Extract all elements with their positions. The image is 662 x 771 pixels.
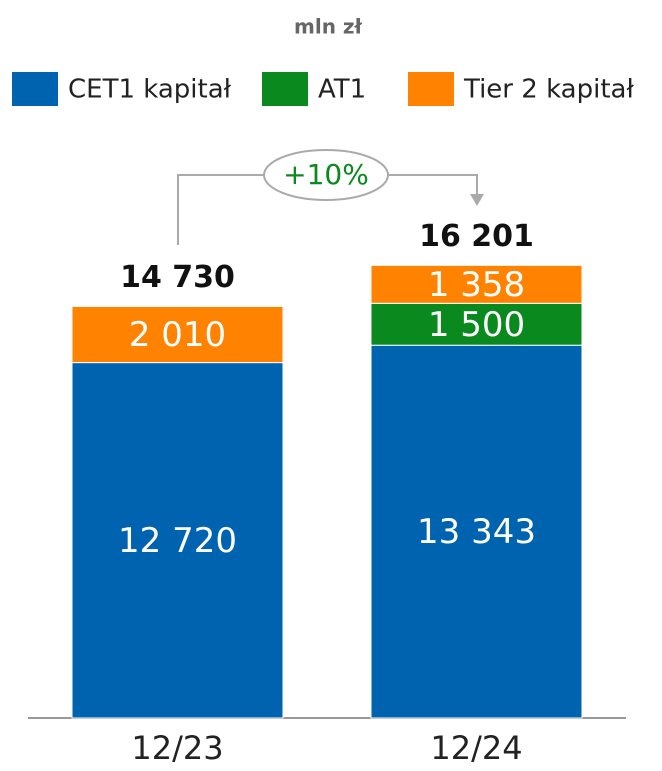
- data-label: 1 358: [428, 265, 525, 305]
- legend-swatch: [408, 72, 454, 106]
- bar-segment: [370, 344, 583, 719]
- data-label: 1 500: [428, 305, 525, 345]
- x-tick-label: 12/23: [131, 729, 223, 767]
- x-tick-label: 12/24: [430, 729, 522, 767]
- connector: [177, 174, 478, 245]
- bar-segment: [71, 362, 284, 719]
- data-label: 12 720: [118, 521, 237, 561]
- total-label: 14 730: [120, 260, 235, 295]
- total-label: 16 201: [419, 219, 534, 254]
- bar-segment: [71, 305, 284, 364]
- legend-label: AT1: [318, 75, 366, 105]
- legend-label: Tier 2 kapitał: [463, 75, 634, 105]
- legend-swatch: [12, 72, 58, 106]
- data-label: 13 343: [417, 512, 536, 552]
- legend-label: CET1 kapitał: [68, 75, 232, 105]
- annotation: +10%: [283, 158, 369, 191]
- arrow-head: [470, 194, 484, 206]
- data-label: 2 010: [129, 315, 226, 355]
- legend-swatch: [262, 72, 308, 106]
- annotation-bubble: [263, 149, 389, 201]
- bar-segment: [370, 264, 583, 304]
- chart-subtitle: mln zł: [294, 15, 363, 39]
